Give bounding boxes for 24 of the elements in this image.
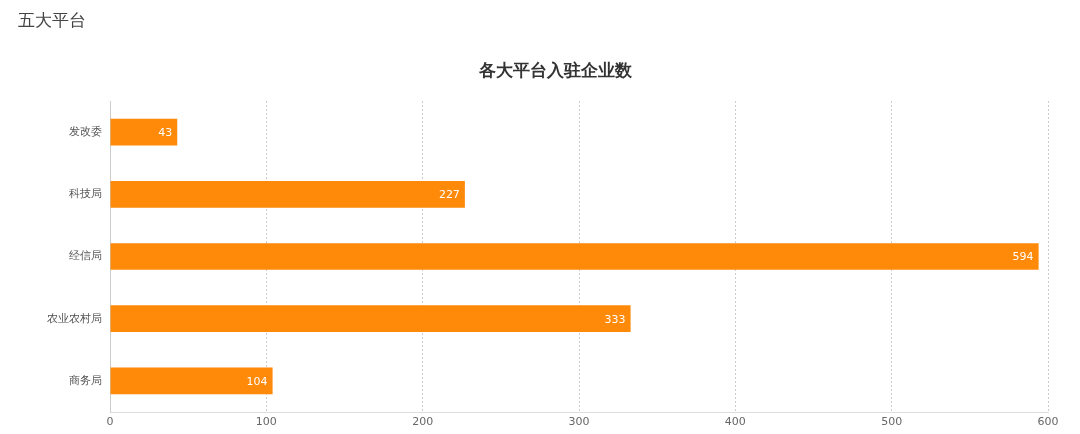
x-tick-label: 200	[412, 415, 434, 429]
data-label: 594	[1012, 250, 1034, 264]
y-tick-label: 经信局	[69, 249, 102, 263]
bar	[110, 305, 631, 333]
chart-subtitle: 各大平台入驻企业数	[477, 60, 633, 81]
bar	[110, 180, 465, 208]
y-tick-label: 农业农村局	[47, 311, 102, 325]
y-tick-label: 科技局	[69, 187, 102, 201]
x-tick-label: 400	[724, 415, 746, 429]
bar	[110, 367, 273, 395]
data-label: 227	[438, 188, 460, 202]
bar	[110, 118, 178, 146]
x-tick-label: 300	[568, 415, 590, 429]
chart-title: 五大平台	[18, 10, 86, 31]
data-label: 43	[158, 125, 173, 139]
x-tick-label: 500	[881, 415, 903, 429]
bar	[110, 243, 1039, 270]
data-label: 104	[246, 374, 268, 388]
x-tick-label: 0	[106, 415, 114, 429]
y-tick-label: 商务局	[69, 373, 102, 387]
x-tick-label: 600	[1037, 415, 1059, 429]
x-tick-label: 100	[255, 415, 277, 429]
data-label: 333	[604, 312, 626, 326]
y-tick-label: 发改委	[69, 124, 102, 138]
